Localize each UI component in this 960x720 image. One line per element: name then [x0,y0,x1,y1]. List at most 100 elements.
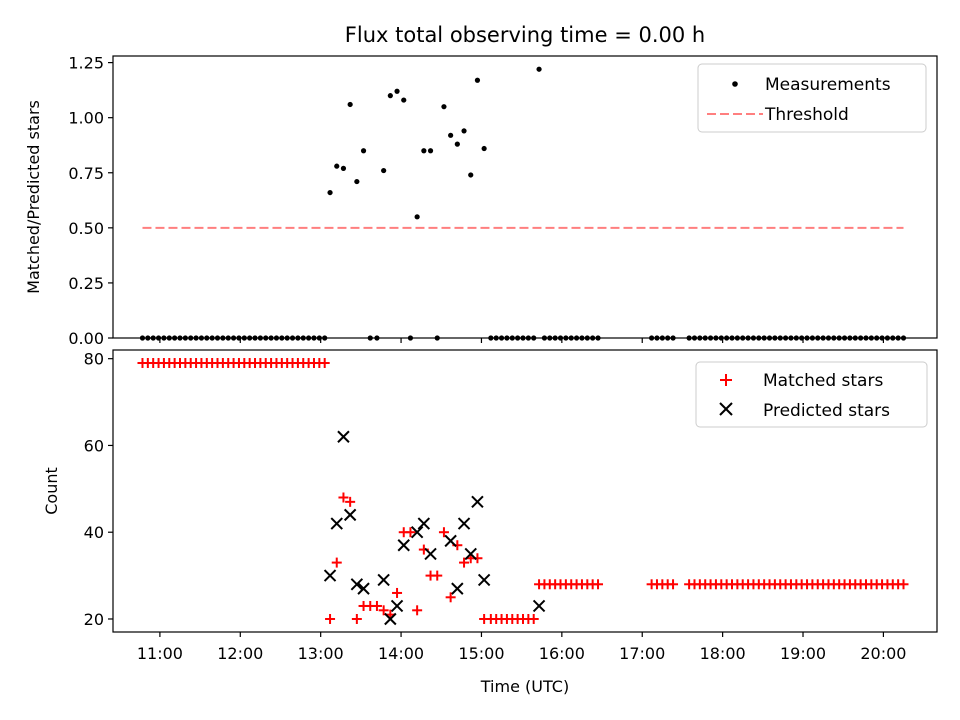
legend-label-predicted-stars: Predicted stars [763,401,890,421]
ratio-axes-frame [112,55,938,339]
series-matched-stars [137,358,909,624]
data-point [459,557,470,568]
data-point [384,612,397,626]
x-tick-label: 16:00 [539,644,585,663]
count-legend: Matched stars Predicted stars [695,361,928,428]
data-point [445,592,456,603]
data-point [337,430,350,443]
data-point [387,93,393,99]
data-point [464,547,477,561]
data-point [397,539,410,552]
data-point [381,167,387,174]
data-point [461,128,467,134]
x-axis-label: Time (UTC) [480,677,569,696]
data-point [351,613,362,624]
y-tick-label: 80 [84,350,104,369]
data-point [427,148,434,154]
y-tick-label: 0.50 [68,219,104,238]
y-tick-label: 60 [84,436,104,455]
data-point [438,527,449,538]
x-tick-label: 17:00 [619,644,665,663]
data-point [421,148,427,154]
data-point [354,178,360,185]
data-point [347,101,353,108]
data-point [474,77,481,83]
legend-label-threshold: Threshold [764,105,849,125]
data-point [325,613,336,624]
data-point [424,547,437,561]
ratio-legend: Measurements Threshold [697,63,927,133]
data-point [401,97,407,103]
count-axes-frame [112,349,938,633]
data-point [451,582,464,595]
ratio-panel: Flux total observing time = 0.00 h 0.00 0… [24,23,938,348]
data-point [668,579,679,590]
legend-label-matched-stars: Matched stars [763,371,883,391]
data-point [357,582,370,595]
y-tick-label: 0.25 [68,274,104,293]
data-point [334,163,340,169]
x-tick-label: 14:00 [378,644,424,663]
data-point [405,527,416,538]
x-tick-label: 19:00 [780,644,826,663]
legend-label-measurements: Measurements [765,75,891,95]
count-y-axis: 20 40 60 80 [84,350,113,629]
data-point [350,578,364,591]
x-tick-label: 18:00 [700,644,746,663]
data-point [330,517,343,530]
legend-marker-predicted-stars [719,402,733,416]
data-point [454,141,460,147]
data-point [371,600,382,611]
x-tick-label: 13:00 [298,644,344,663]
y-tick-label: 0.75 [68,164,104,183]
data-point [468,172,474,178]
data-point [457,517,471,530]
data-point [898,579,909,590]
data-point [444,534,457,548]
legend-marker-matched-stars [720,374,732,386]
data-point [360,148,367,154]
data-point [392,587,403,598]
data-point [340,165,347,171]
y-tick-label: 0.00 [68,329,104,348]
data-point [338,492,349,503]
count-plot-area [137,358,909,626]
ratio-y-axis-label: Matched/Predicted stars [24,100,43,294]
data-point [378,605,389,616]
data-point [345,496,356,507]
y-tick-label: 40 [84,523,104,542]
ratio-x-axis [159,338,885,343]
data-point [319,358,330,369]
count-y-axis-label: Count [42,467,61,515]
data-point [327,189,333,196]
data-point [390,599,404,613]
x-tick-label: 20:00 [860,644,906,663]
data-point [481,145,487,152]
data-point [410,526,424,539]
y-tick-label: 20 [84,610,104,629]
data-point [528,613,539,624]
legend-marker-measurements [732,81,738,87]
data-point [441,104,447,110]
count-x-axis: 11:00 12:00 13:00 14:00 15:00 16:00 17:00 18:00… [137,632,906,663]
data-point [412,605,423,616]
data-point [471,495,484,509]
series-predicted-stars [323,430,546,626]
data-point [394,88,400,94]
count-legend-box [695,361,928,428]
data-point [417,517,431,530]
x-tick-label: 15:00 [458,644,504,663]
data-point [593,579,604,590]
data-point [448,132,454,138]
x-tick-label: 11:00 [137,644,183,663]
chart-title: Flux total observing time = 0.00 h [345,23,705,47]
y-tick-label: 1.25 [68,54,104,73]
data-point [532,599,546,613]
data-point [323,569,337,582]
x-tick-label: 12:00 [217,644,263,663]
data-point [377,573,390,587]
ratio-y-axis: 0.00 0.25 0.50 0.75 1.00 1.25 [68,54,113,348]
data-point [536,66,542,72]
